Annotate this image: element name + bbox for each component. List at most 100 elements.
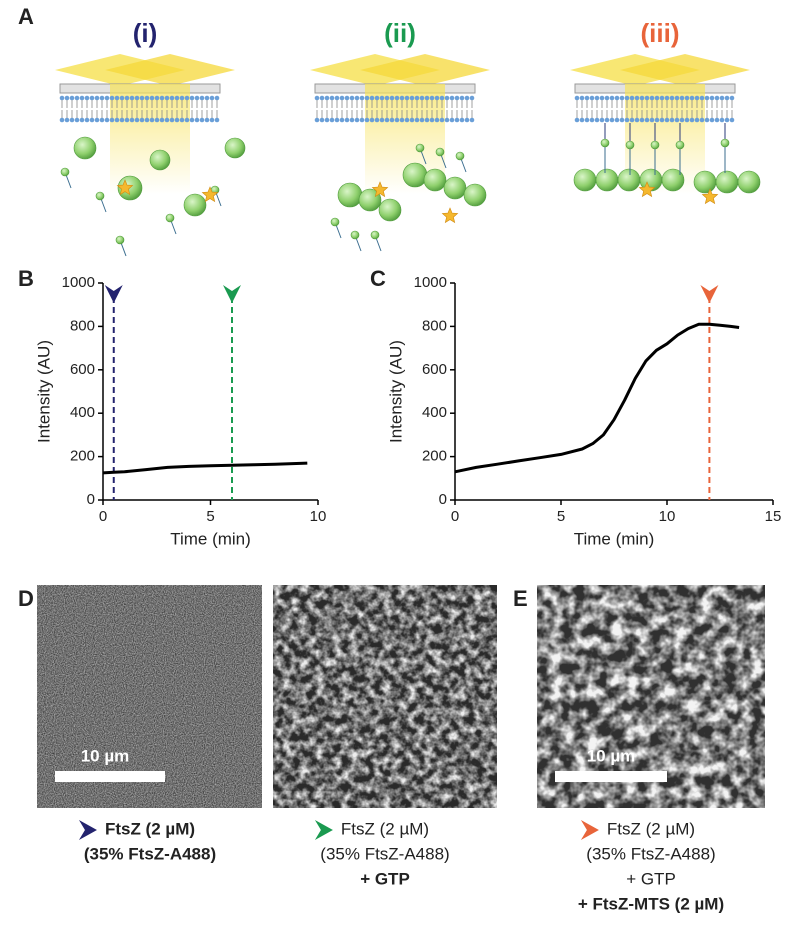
lipid-head — [574, 117, 580, 123]
lipid-head — [584, 117, 590, 123]
lipid-head — [149, 117, 155, 123]
lipid-head — [389, 95, 395, 101]
lipid-head — [379, 117, 385, 123]
lipid-head — [119, 117, 125, 123]
protein — [337, 182, 363, 208]
lipid-head — [109, 95, 115, 101]
lipid-head — [154, 117, 160, 123]
lipid-head — [674, 95, 680, 101]
lipid-head — [584, 95, 590, 101]
lipid-head — [724, 95, 730, 101]
lipid-head — [699, 95, 705, 101]
lipid-head — [89, 95, 95, 101]
lipid-head — [614, 95, 620, 101]
panel-label: D — [18, 586, 34, 611]
lipid-head — [459, 95, 465, 101]
y-tick-label: 400 — [422, 404, 447, 421]
lipid-head — [644, 117, 650, 123]
lipid-head — [664, 95, 670, 101]
lipid-head — [84, 95, 90, 101]
lipid-head — [184, 95, 190, 101]
lipid-head — [134, 95, 140, 101]
lipid-head — [644, 95, 650, 101]
lipid-head — [619, 95, 625, 101]
protein — [350, 230, 360, 240]
lipid-head — [649, 95, 655, 101]
lipid-head — [319, 95, 325, 101]
lipid-head — [119, 95, 125, 101]
protein — [737, 170, 761, 194]
y-tick-label: 600 — [422, 361, 447, 378]
lipid-head — [364, 95, 370, 101]
protein — [443, 176, 467, 200]
lipid-head — [169, 117, 175, 123]
protein — [600, 138, 610, 148]
lipid-head — [639, 117, 645, 123]
lipid-head — [159, 117, 165, 123]
lipid-head — [469, 95, 475, 101]
lipid-head — [684, 95, 690, 101]
lipid-head — [729, 95, 735, 101]
lipid-head — [134, 117, 140, 123]
y-tick-label: 600 — [70, 361, 95, 378]
marker-arrow — [104, 285, 123, 303]
lipid-head — [194, 117, 200, 123]
fluorophore — [441, 207, 459, 224]
caption-line: (35% FtsZ-A488) — [320, 844, 449, 863]
lipid-head — [409, 95, 415, 101]
lipid-head — [214, 95, 220, 101]
lipid-head — [84, 117, 90, 123]
y-tick-label: 200 — [70, 448, 95, 465]
x-tick-label: 15 — [765, 508, 782, 525]
lipid-head — [719, 117, 725, 123]
caption-line: FtsZ (2 µM) — [105, 819, 195, 838]
lipid-head — [339, 117, 345, 123]
lipid-head — [469, 117, 475, 123]
lipid-head — [94, 95, 100, 101]
lipid-head — [344, 95, 350, 101]
x-axis-title: Time (min) — [574, 529, 655, 548]
lipid-head — [394, 95, 400, 101]
lipid-head — [624, 117, 630, 123]
lipid-head — [704, 117, 710, 123]
lipid-head — [609, 95, 615, 101]
lipid-head — [464, 117, 470, 123]
lipid-head — [599, 117, 605, 123]
lipid-head — [179, 117, 185, 123]
data-line — [102, 461, 308, 475]
x-tick-label: 0 — [451, 508, 459, 525]
lipid-head — [604, 117, 610, 123]
protein — [95, 191, 105, 201]
marker-arrow — [700, 285, 719, 303]
lipid-head — [204, 95, 210, 101]
schematic-title: (ii) — [384, 18, 416, 48]
caption-arrow — [78, 820, 97, 840]
protein — [625, 140, 635, 150]
y-tick-label: 800 — [70, 317, 95, 334]
lipid-head — [714, 95, 720, 101]
protein — [715, 170, 739, 194]
y-tick-label: 0 — [87, 491, 95, 508]
lipid-head — [214, 117, 220, 123]
lipid-head — [679, 117, 685, 123]
lipid-head — [454, 95, 460, 101]
lipid-head — [159, 95, 165, 101]
x-tick-label: 0 — [99, 508, 107, 525]
protein — [675, 140, 685, 150]
x-tick-label: 5 — [557, 508, 565, 525]
fluorophore — [638, 181, 656, 198]
protein — [149, 149, 171, 171]
lipid-head — [194, 95, 200, 101]
lipid-head — [354, 95, 360, 101]
lipid-head — [189, 95, 195, 101]
lipid-head — [434, 95, 440, 101]
lipid-head — [634, 117, 640, 123]
protein — [650, 140, 660, 150]
lipid-head — [314, 95, 320, 101]
protein — [60, 167, 70, 177]
lipid-head — [624, 95, 630, 101]
lipid-head — [464, 95, 470, 101]
lipid-head — [684, 117, 690, 123]
lipid-head — [449, 95, 455, 101]
